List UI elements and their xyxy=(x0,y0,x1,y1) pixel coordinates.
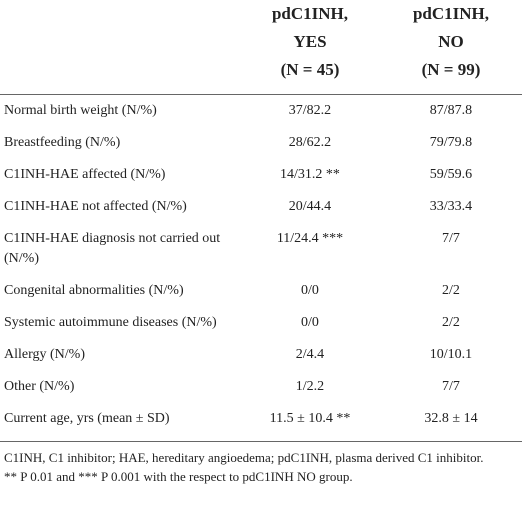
header-line: pdC1INH, xyxy=(412,4,490,23)
table-body: Normal birth weight (N/%) 37/82.2 87/87.8 B… xyxy=(0,95,522,442)
footnote: C1INH, C1 inhibitor; HAE, hereditary ang… xyxy=(4,450,484,465)
row-label: Allergy (N/%) xyxy=(4,347,85,362)
column-header: pdC1INH, YES (N = 45) xyxy=(240,0,380,95)
cell-value: 7/7 xyxy=(442,231,460,246)
row-label: C1INH-HAE not affected (N/%) xyxy=(4,199,187,214)
cell-value: 20/44.4 xyxy=(288,199,332,214)
table-row: Normal birth weight (N/%) 37/82.2 87/87.8 xyxy=(0,95,522,128)
cell-value: 0/0 xyxy=(301,315,319,330)
header-line: pdC1INH, xyxy=(271,4,349,23)
header-line: (N = 99) xyxy=(421,60,481,79)
header-row: pdC1INH, YES (N = 45) pdC1INH, NO (N = 99) xyxy=(0,0,522,95)
table-row: Other (N/%) 1/2.2 7/7 xyxy=(0,371,522,403)
table-row: C1INH-HAE diagnosis not carried out (N/%… xyxy=(0,223,522,275)
cell-value: 59/59.6 xyxy=(429,167,473,182)
table-row: C1INH-HAE not affected (N/%) 20/44.4 33/33… xyxy=(0,191,522,223)
cell-value: 10/10.1 xyxy=(429,347,473,362)
cell-value: 11/24.4 *** xyxy=(276,231,344,246)
row-label: Congenital abnormalities (N/%) xyxy=(4,283,184,298)
footnotes: C1INH, C1 inhibitor; HAE, hereditary ang… xyxy=(0,450,522,485)
data-table: pdC1INH, YES (N = 45) pdC1INH, NO (N = 99) No… xyxy=(0,0,522,442)
header-empty xyxy=(0,0,240,95)
row-label: Breastfeeding (N/%) xyxy=(4,135,121,150)
cell-value: 2/2 xyxy=(442,283,460,298)
row-label: Other (N/%) xyxy=(4,379,75,394)
header-line: (N = 45) xyxy=(280,60,340,79)
row-label: C1INH-HAE diagnosis not carried out (N/%… xyxy=(4,231,221,266)
cell-value: 11.5 ± 10.4 ** xyxy=(240,403,380,442)
cell-value: 87/87.8 xyxy=(429,103,473,118)
cell-value: 32.8 ± 14 xyxy=(380,403,522,442)
cell-value: 79/79.8 xyxy=(429,135,473,150)
row-label: Systemic autoimmune diseases (N/%) xyxy=(4,315,217,330)
column-header: pdC1INH, NO (N = 99) xyxy=(380,0,522,95)
cell-value: 0/0 xyxy=(301,283,319,298)
row-label: Current age, yrs (mean ± SD) xyxy=(0,403,240,442)
table-row: Allergy (N/%) 2/4.4 10/10.1 xyxy=(0,339,522,371)
cell-value: 14/31.2 ** xyxy=(280,167,340,182)
cell-value: 28/62.2 xyxy=(288,135,332,150)
header-line: YES xyxy=(293,32,327,51)
cell-value: 7/7 xyxy=(442,379,460,394)
table-row: Congenital abnormalities (N/%) 0/0 2/2 xyxy=(0,275,522,307)
header-line: NO xyxy=(438,32,464,51)
row-label: Normal birth weight (N/%) xyxy=(4,103,157,118)
cell-value: 33/33.4 xyxy=(429,199,473,214)
row-label: C1INH-HAE affected (N/%) xyxy=(4,167,166,182)
table-row: Breastfeeding (N/%) 28/62.2 79/79.8 xyxy=(0,127,522,159)
cell-value: 2/2 xyxy=(442,315,460,330)
footnote: ** P 0.01 and *** P 0.001 with the respe… xyxy=(4,469,353,484)
table-row: Current age, yrs (mean ± SD) 11.5 ± 10.4 … xyxy=(0,403,522,442)
table-row: C1INH-HAE affected (N/%) 14/31.2 ** 59/59.… xyxy=(0,159,522,191)
cell-value: 1/2.2 xyxy=(295,379,325,394)
table-row: Systemic autoimmune diseases (N/%) 0/0 2/2 xyxy=(0,307,522,339)
cell-value: 2/4.4 xyxy=(295,347,325,362)
cell-value: 37/82.2 xyxy=(288,103,332,118)
